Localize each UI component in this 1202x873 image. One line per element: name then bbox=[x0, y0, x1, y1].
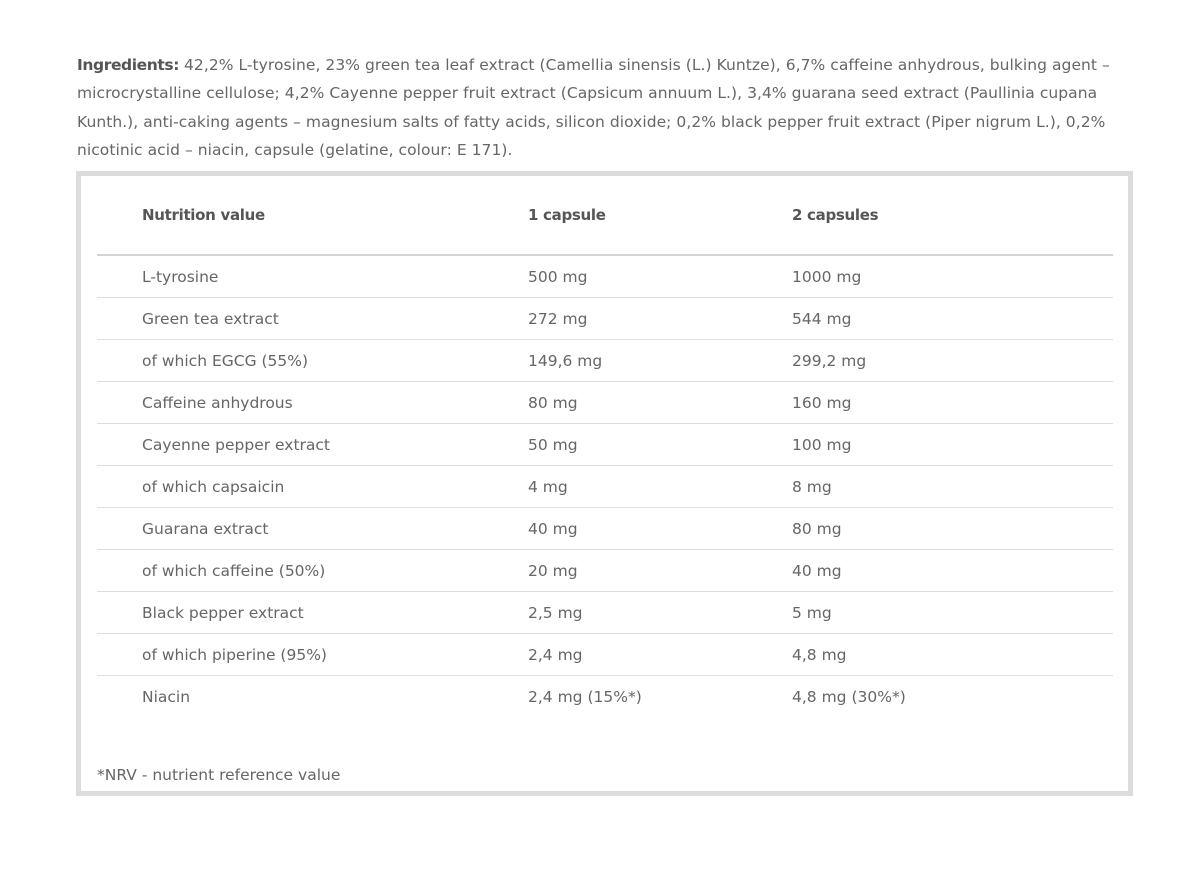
nutrient-name: of which capsaicin bbox=[97, 465, 528, 508]
amount-2-capsules: 5 mg bbox=[792, 591, 1113, 634]
amount-1-capsule: 2,5 mg bbox=[528, 591, 792, 634]
nutrient-name: of which caffeine (50%) bbox=[97, 549, 528, 592]
table-row: of which EGCG (55%) 149,6 mg 299,2 mg bbox=[97, 339, 1113, 382]
nutrient-name: of which EGCG (55%) bbox=[97, 339, 528, 382]
nutrient-name: Cayenne pepper extract bbox=[97, 423, 528, 466]
table-row: Black pepper extract 2,5 mg 5 mg bbox=[97, 591, 1113, 634]
amount-2-capsules: 544 mg bbox=[792, 297, 1113, 340]
nrv-footnote: *NRV - nutrient reference value bbox=[97, 766, 341, 784]
table-row: Guarana extract 40 mg 80 mg bbox=[97, 507, 1113, 550]
table-row: Cayenne pepper extract 50 mg 100 mg bbox=[97, 423, 1113, 466]
nutrient-name: of which piperine (95%) bbox=[97, 633, 528, 676]
ingredients-paragraph: Ingredients: 42,2% L-tyrosine, 23% green… bbox=[77, 51, 1137, 165]
table-row: of which caffeine (50%) 20 mg 40 mg bbox=[97, 549, 1113, 592]
nutrient-name: L-tyrosine bbox=[97, 255, 528, 298]
amount-1-capsule: 500 mg bbox=[528, 255, 792, 298]
amount-1-capsule: 272 mg bbox=[528, 297, 792, 340]
amount-1-capsule: 20 mg bbox=[528, 549, 792, 592]
nutrition-table: Nutrition value 1 capsule 2 capsules L-t… bbox=[97, 176, 1113, 717]
table-row: Caffeine anhydrous 80 mg 160 mg bbox=[97, 381, 1113, 424]
table-row: Niacin 2,4 mg (15%*) 4,8 mg (30%*) bbox=[97, 676, 1113, 718]
amount-1-capsule: 2,4 mg (15%*) bbox=[528, 687, 642, 706]
amount-2-capsules: 1000 mg bbox=[792, 255, 1113, 298]
nutrient-name: Black pepper extract bbox=[97, 591, 528, 634]
ingredients-text: 42,2% L-tyrosine, 23% green tea leaf ext… bbox=[77, 55, 1110, 160]
amount-1-capsule: 40 mg bbox=[528, 507, 792, 550]
header-2-capsules: 2 capsules bbox=[792, 176, 1113, 256]
amount-1-capsule: 50 mg bbox=[528, 423, 792, 466]
amount-1-capsule: 80 mg bbox=[528, 381, 792, 424]
amount-2-capsules: 160 mg bbox=[792, 381, 1113, 424]
nutrient-name: Niacin bbox=[142, 687, 191, 706]
table-row: L-tyrosine 500 mg 1000 mg bbox=[97, 255, 1113, 298]
amount-2-capsules: 8 mg bbox=[792, 465, 1113, 508]
amount-2-capsules: 299,2 mg bbox=[792, 339, 1113, 382]
amount-1-capsule: 2,4 mg bbox=[528, 633, 792, 676]
amount-1-capsule: 4 mg bbox=[528, 465, 792, 508]
header-nutrition-value: Nutrition value bbox=[97, 176, 528, 256]
table-row: Green tea extract 272 mg 544 mg bbox=[97, 297, 1113, 340]
table-row: of which capsaicin 4 mg 8 mg bbox=[97, 465, 1113, 508]
amount-2-capsules: 100 mg bbox=[792, 423, 1113, 466]
table-row: of which piperine (95%) 2,4 mg 4,8 mg bbox=[97, 633, 1113, 676]
amount-2-capsules: 40 mg bbox=[792, 549, 1113, 592]
amount-1-capsule: 149,6 mg bbox=[528, 339, 792, 382]
table-header-row: Nutrition value 1 capsule 2 capsules bbox=[97, 176, 1113, 256]
ingredients-label: Ingredients: bbox=[77, 55, 180, 74]
amount-2-capsules: 4,8 mg (30%*) bbox=[792, 687, 906, 706]
nutrient-name: Guarana extract bbox=[97, 507, 528, 550]
amount-2-capsules: 4,8 mg bbox=[792, 633, 1113, 676]
nutrition-table-box: Nutrition value 1 capsule 2 capsules L-t… bbox=[76, 171, 1133, 796]
amount-2-capsules: 80 mg bbox=[792, 507, 1113, 550]
nutrient-name: Caffeine anhydrous bbox=[97, 381, 528, 424]
nutrient-name: Green tea extract bbox=[97, 297, 528, 340]
header-1-capsule: 1 capsule bbox=[528, 176, 792, 256]
